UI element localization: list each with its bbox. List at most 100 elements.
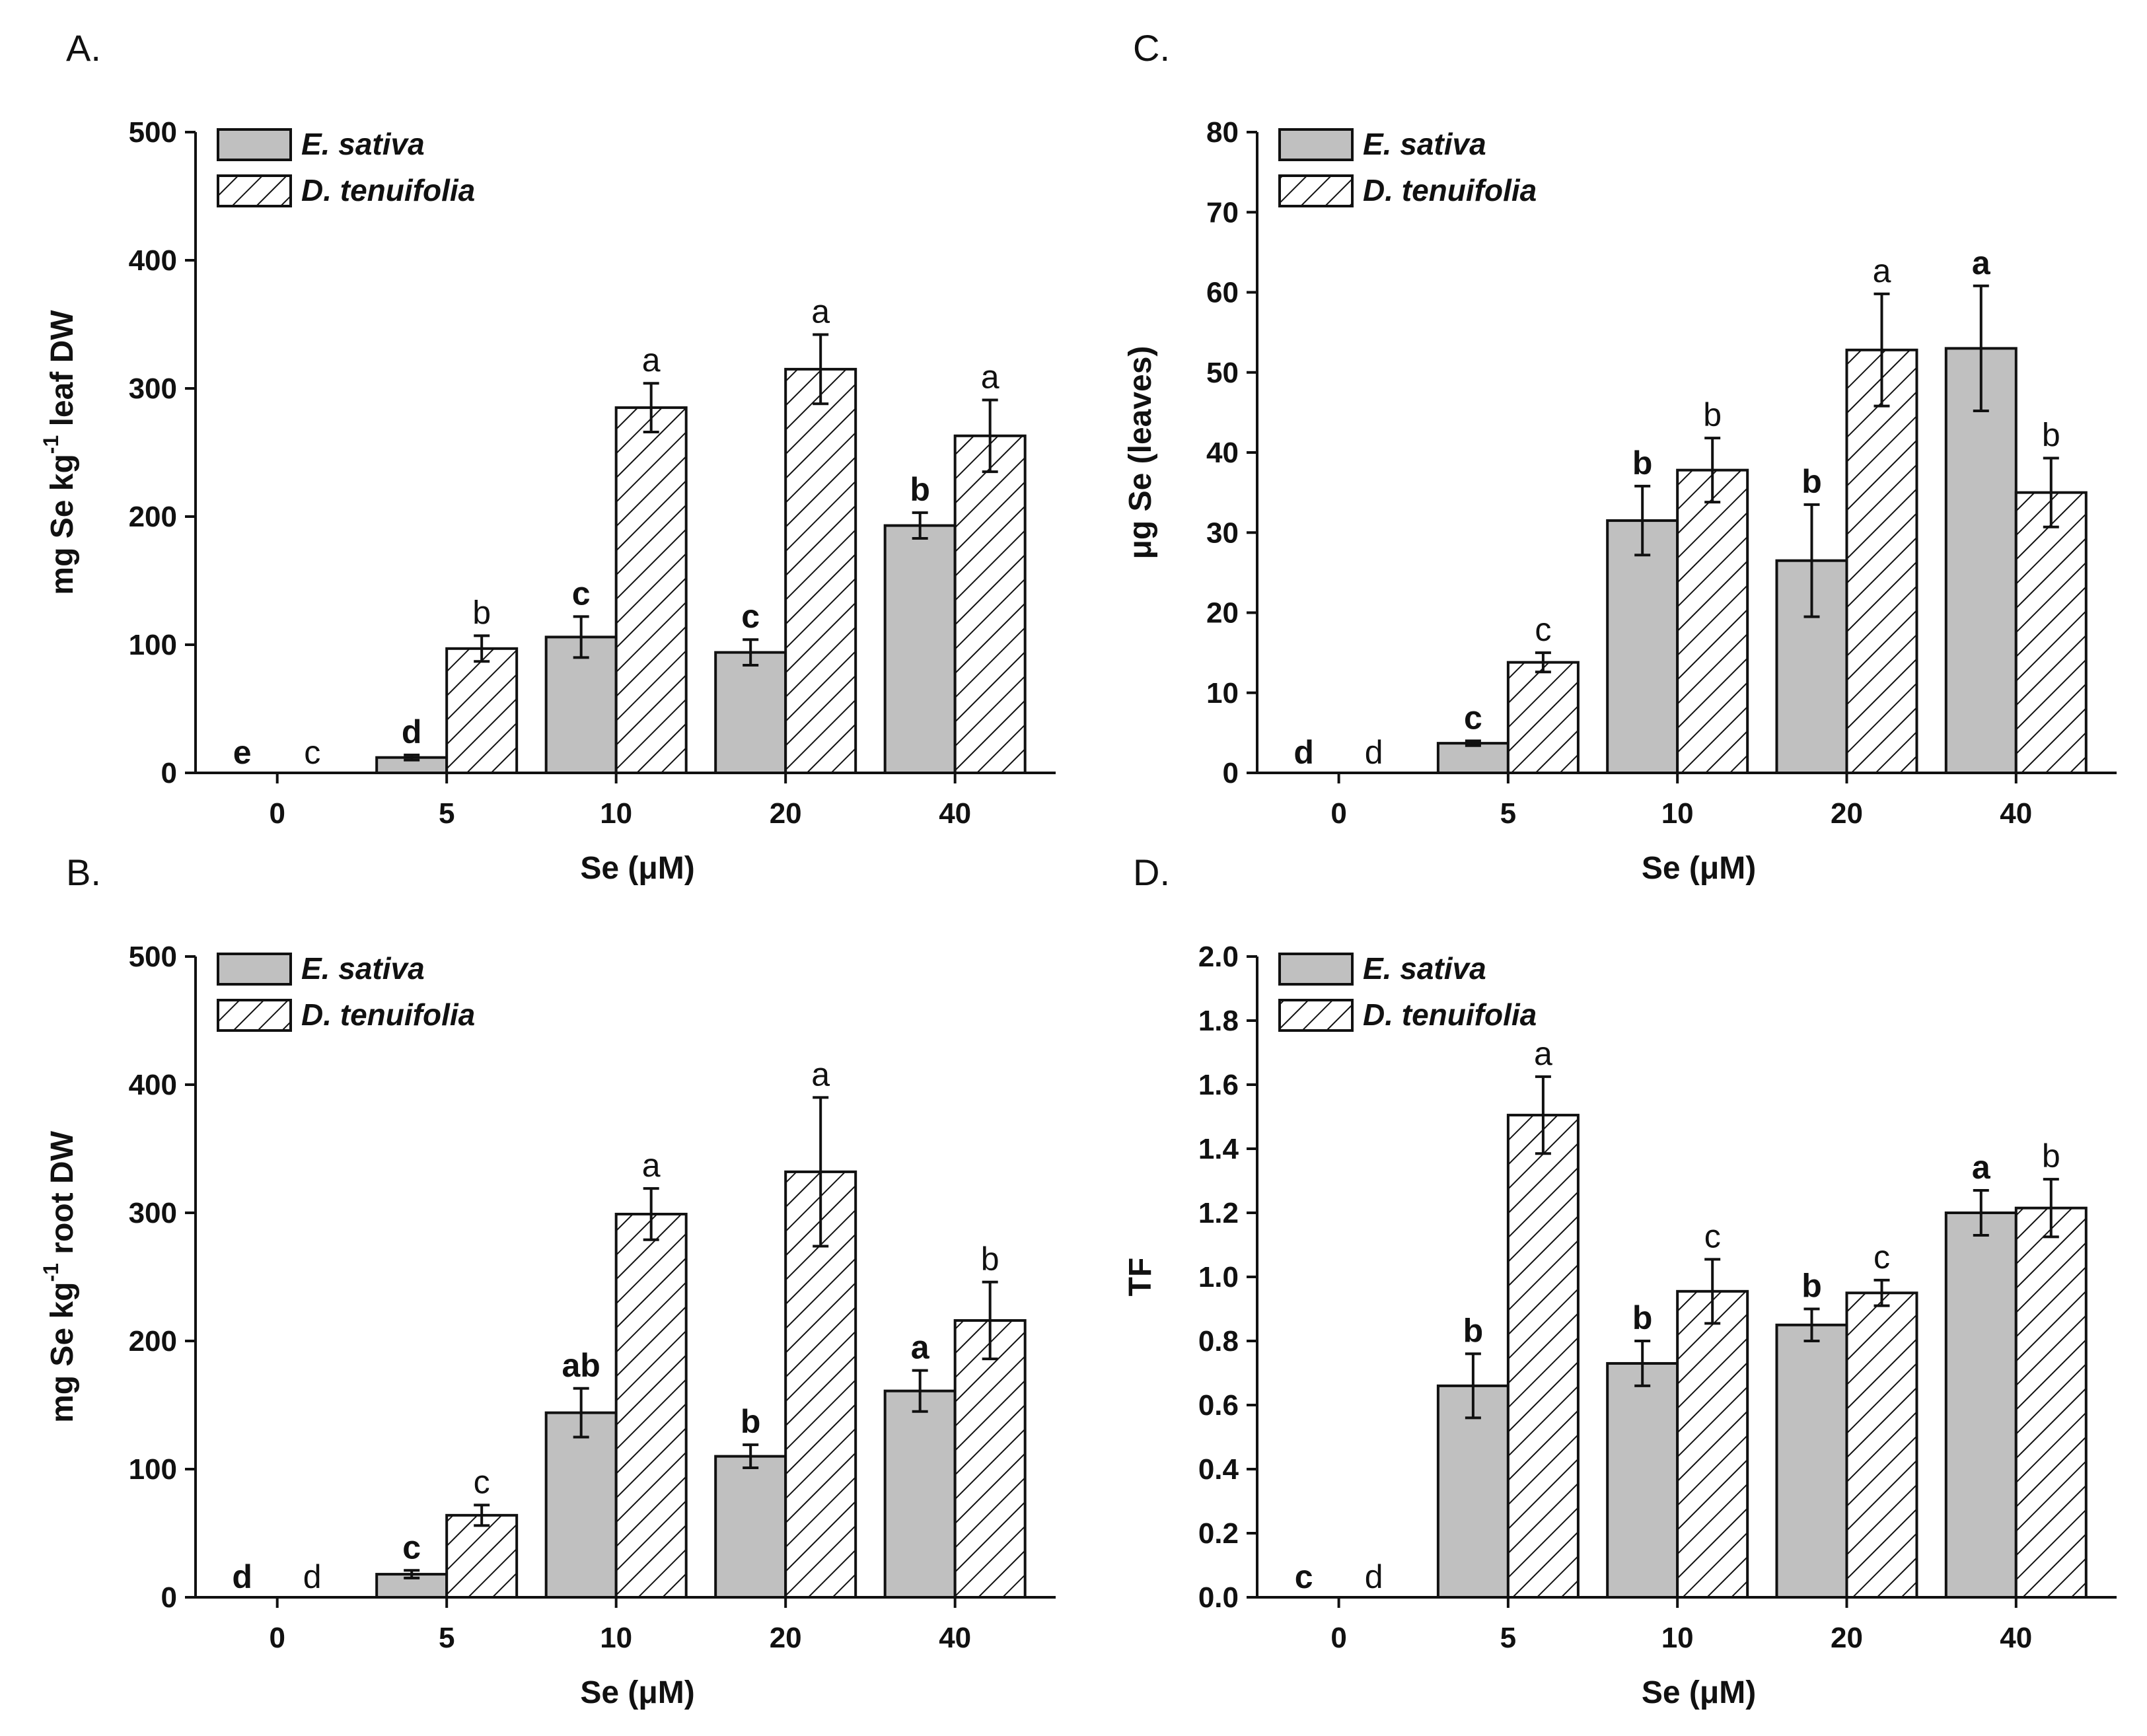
significance-letter: a xyxy=(811,293,830,330)
legend-label-e-sativa: E. sativa xyxy=(301,127,425,161)
significance-letter: c xyxy=(304,734,320,771)
significance-letter: c xyxy=(1874,1239,1890,1276)
significance-letter: a xyxy=(642,342,661,379)
panel-title: D. xyxy=(1133,851,1170,893)
significance-letter: a xyxy=(642,1147,661,1184)
y-tick-label: 100 xyxy=(129,1453,177,1486)
significance-letter: c xyxy=(741,598,760,635)
significance-letter: b xyxy=(981,1241,1000,1278)
x-tick-label: 40 xyxy=(2000,797,2032,830)
significance-letter: c xyxy=(572,575,591,612)
bar-e-sativa-40 xyxy=(1944,1212,2018,1599)
legend-label-e-sativa: E. sativa xyxy=(1363,951,1486,986)
bar-d-tenuifolia-40 xyxy=(2014,491,2088,774)
panel-title: B. xyxy=(66,851,101,893)
significance-letter: b xyxy=(1632,445,1653,482)
panel-title: C. xyxy=(1133,27,1170,69)
significance-letter: d xyxy=(303,1558,322,1595)
y-tick-label: 500 xyxy=(129,116,177,149)
bar-e-sativa-10 xyxy=(1606,1361,1679,1599)
y-axis-label: μg Se (leaves) xyxy=(1123,346,1158,560)
significance-letter: d xyxy=(1365,1558,1383,1595)
significance-letter: b xyxy=(1463,1312,1484,1349)
legend-label-d-tenuifolia: D. tenuifolia xyxy=(301,173,475,207)
bar-e-sativa-20 xyxy=(1775,1323,1848,1599)
y-tick-label: 200 xyxy=(129,501,177,533)
significance-letter: b xyxy=(472,594,491,631)
y-tick-label: 0.0 xyxy=(1198,1581,1239,1614)
significance-letter: c xyxy=(1535,611,1551,648)
x-tick-label: 10 xyxy=(600,797,632,830)
x-tick-label: 20 xyxy=(1831,797,1863,830)
y-tick-label: 400 xyxy=(129,1069,177,1101)
bar-d-tenuifolia-40 xyxy=(2014,1206,2088,1599)
significance-letter: e xyxy=(233,734,252,771)
significance-letter: d xyxy=(1293,734,1314,771)
significance-letter: a xyxy=(1873,252,1891,289)
x-tick-label: 0 xyxy=(1330,1622,1346,1654)
legend-label-e-sativa: E. sativa xyxy=(1363,127,1486,161)
significance-letter: b xyxy=(1703,396,1722,433)
bar-e-sativa-10 xyxy=(544,635,618,774)
y-tick-label: 80 xyxy=(1206,116,1239,149)
significance-letter: d xyxy=(232,1558,252,1595)
y-tick-label: 2.0 xyxy=(1198,941,1239,973)
x-tick-label: 5 xyxy=(439,1622,455,1654)
bar-d-tenuifolia-5 xyxy=(1506,661,1580,774)
x-tick-label: 10 xyxy=(1661,1622,1694,1654)
bar-e-sativa-20 xyxy=(714,1455,787,1599)
legend-swatch-e-sativa xyxy=(1278,953,1354,986)
bar-d-tenuifolia-40 xyxy=(953,434,1027,775)
x-tick-label: 40 xyxy=(2000,1622,2032,1654)
significance-letter: b xyxy=(910,471,930,508)
y-tick-label: 200 xyxy=(129,1325,177,1357)
y-tick-label: 70 xyxy=(1206,196,1239,229)
significance-letter: c xyxy=(1464,700,1482,737)
y-axis-label-exponent: -1 xyxy=(39,435,63,454)
y-tick-label: 300 xyxy=(129,1197,177,1229)
x-tick-label: 0 xyxy=(269,797,285,830)
x-tick-label: 20 xyxy=(1831,1622,1863,1654)
significance-letter: b xyxy=(2042,416,2060,453)
panel-d: D. 0.0 0.2 0.4 0.6 0.8 1.0 1.2 1.4 1.6 1.8 2.0 TF Se … xyxy=(1123,851,2117,1710)
significance-letter: a xyxy=(1534,1035,1552,1072)
bar-d-tenuifolia-40 xyxy=(953,1319,1027,1599)
significance-letter: b xyxy=(1801,463,1822,500)
x-axis-label: Se (μM) xyxy=(580,1675,694,1710)
bar-e-sativa-5 xyxy=(1436,742,1510,774)
bar-e-sativa-20 xyxy=(714,651,787,775)
bar-e-sativa-40 xyxy=(1944,347,2018,774)
legend-swatch-e-sativa xyxy=(217,128,292,161)
legend-swatch-e-sativa xyxy=(1278,128,1354,161)
x-tick-label: 0 xyxy=(269,1622,285,1654)
y-tick-label: 500 xyxy=(129,941,177,973)
x-tick-label: 40 xyxy=(939,1622,971,1654)
y-tick-label: 0 xyxy=(161,1581,177,1614)
y-tick-label: 60 xyxy=(1206,277,1239,309)
y-axis-label-main: mg Se kg xyxy=(45,1282,80,1423)
y-axis-label-rest: leaf DW xyxy=(45,310,80,435)
y-tick-label: 100 xyxy=(129,629,177,661)
y-tick-label: 1.4 xyxy=(1198,1133,1239,1165)
bar-d-tenuifolia-10 xyxy=(614,406,688,774)
legend-swatch-d-tenuifolia xyxy=(217,999,292,1032)
x-axis-label: Se (μM) xyxy=(1642,1675,1756,1710)
y-tick-label: 1.0 xyxy=(1198,1261,1239,1293)
significance-letter: c xyxy=(402,1529,421,1566)
significance-letter: c xyxy=(474,1463,490,1500)
y-axis-label-main: mg Se kg xyxy=(45,454,80,595)
y-tick-label: 0.6 xyxy=(1198,1389,1239,1422)
y-tick-label: 10 xyxy=(1206,677,1239,709)
y-tick-label: 400 xyxy=(129,244,177,277)
legend-label-d-tenuifolia: D. tenuifolia xyxy=(301,997,475,1032)
x-tick-label: 10 xyxy=(1661,797,1694,830)
significance-letter: d xyxy=(1365,734,1383,771)
significance-letter: b xyxy=(741,1403,761,1440)
y-axis-label: TF xyxy=(1123,1258,1158,1297)
significance-letter: c xyxy=(1704,1217,1721,1254)
y-tick-label: 40 xyxy=(1206,437,1239,469)
significance-letter: a xyxy=(981,358,1000,395)
